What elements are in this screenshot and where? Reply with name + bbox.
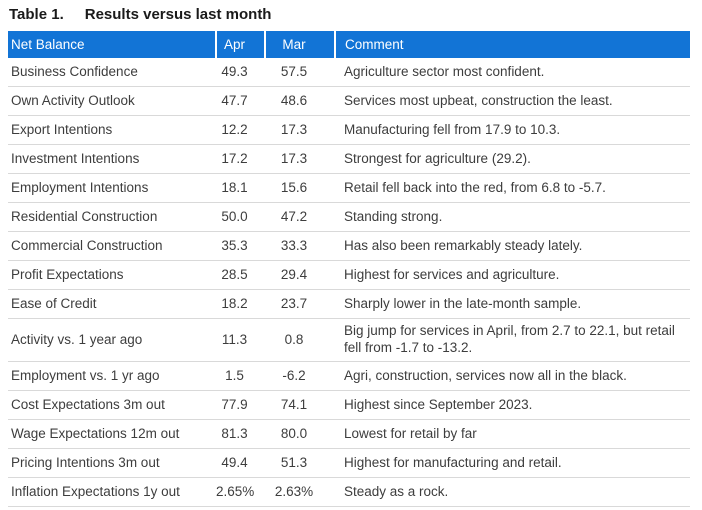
mar-value-cell: 74.1: [265, 390, 335, 420]
mar-value-cell: 15.6: [265, 173, 335, 203]
table-number: Table 1.: [9, 6, 64, 23]
apr-value-cell: 47.7: [216, 86, 265, 116]
table-row: Wage Expectations 12m out 81.3 80.0 Lowe…: [8, 419, 690, 449]
row-label-cell: Employment vs. 1 yr ago: [8, 361, 216, 391]
column-header-apr: Apr: [215, 31, 265, 58]
mar-value-cell: 17.3: [265, 115, 335, 145]
mar-value-cell: 47.2: [265, 202, 335, 232]
table-row: Export Intentions 12.2 17.3 Manufacturin…: [8, 115, 690, 145]
table-row: Profit Expectations 28.5 29.4 Highest fo…: [8, 260, 690, 290]
table-row: Pricing Intentions 3m out 49.4 51.3 High…: [8, 448, 690, 478]
comment-cell: Services most upbeat, construction the l…: [335, 86, 690, 116]
apr-value-cell: 35.3: [216, 231, 265, 261]
row-label-cell: Inflation Expectations 1y out: [8, 477, 216, 507]
row-label-cell: Activity vs. 1 year ago: [8, 318, 216, 362]
comment-cell: Standing strong.: [335, 202, 690, 232]
mar-value-cell: 0.8: [265, 318, 335, 362]
mar-value-cell: 80.0: [265, 419, 335, 449]
table-title: Table 1. Results versus last month: [0, 0, 702, 25]
row-label-cell: Business Confidence: [8, 58, 216, 87]
row-label-cell: Commercial Construction: [8, 231, 216, 261]
apr-value-cell: 49.4: [216, 448, 265, 478]
table-caption: Results versus last month: [84, 6, 272, 23]
table-row: Cost Expectations 3m out 77.9 74.1 Highe…: [8, 390, 690, 420]
comment-cell: Highest for services and agriculture.: [335, 260, 690, 290]
comment-cell: Has also been remarkably steady lately.: [335, 231, 690, 261]
column-header-mar: Mar: [264, 31, 335, 58]
column-header-comment: Comment: [334, 31, 690, 58]
table-row: Employment Intentions 18.1 15.6 Retail f…: [8, 173, 690, 203]
comment-cell: Strongest for agriculture (29.2).: [335, 144, 690, 174]
comment-cell: Agriculture sector most confident.: [335, 58, 690, 87]
apr-value-cell: 2.65%: [216, 477, 265, 507]
table-row: Investment Intentions 17.2 17.3 Stronges…: [8, 144, 690, 174]
table-row: Residential Construction 50.0 47.2 Stand…: [8, 202, 690, 232]
mar-value-cell: -6.2: [265, 361, 335, 391]
apr-value-cell: 50.0: [216, 202, 265, 232]
mar-value-cell: 29.4: [265, 260, 335, 290]
table-row: Employment vs. 1 yr ago 1.5 -6.2 Agri, c…: [8, 361, 690, 391]
table-row: Inflation Expectations 1y out 2.65% 2.63…: [8, 477, 690, 507]
apr-value-cell: 1.5: [216, 361, 265, 391]
comment-cell: Retail fell back into the red, from 6.8 …: [335, 173, 690, 203]
mar-value-cell: 17.3: [265, 144, 335, 174]
apr-value-cell: 81.3: [216, 419, 265, 449]
mar-value-cell: 23.7: [265, 289, 335, 319]
mar-value-cell: 48.6: [265, 86, 335, 116]
apr-value-cell: 28.5: [216, 260, 265, 290]
row-label-cell: Ease of Credit: [8, 289, 216, 319]
comment-cell: Steady as a rock.: [335, 477, 690, 507]
table-row: Business Confidence 49.3 57.5 Agricultur…: [8, 58, 690, 87]
apr-value-cell: 11.3: [216, 318, 265, 362]
row-label-cell: Investment Intentions: [8, 144, 216, 174]
apr-value-cell: 12.2: [216, 115, 265, 145]
table-row: Commercial Construction 35.3 33.3 Has al…: [8, 231, 690, 261]
row-label-cell: Employment Intentions: [8, 173, 216, 203]
results-table: Net Balance Apr Mar Comment Business Con…: [8, 31, 690, 507]
table-row: Own Activity Outlook 47.7 48.6 Services …: [8, 86, 690, 116]
mar-value-cell: 2.63%: [265, 477, 335, 507]
comment-cell: Big jump for services in April, from 2.7…: [335, 318, 690, 362]
mar-value-cell: 51.3: [265, 448, 335, 478]
apr-value-cell: 18.1: [216, 173, 265, 203]
comment-cell: Lowest for retail by far: [335, 419, 690, 449]
comment-cell: Sharply lower in the late-month sample.: [335, 289, 690, 319]
mar-value-cell: 33.3: [265, 231, 335, 261]
comment-cell: Highest for manufacturing and retail.: [335, 448, 690, 478]
column-header-net-balance: Net Balance: [8, 31, 216, 58]
row-label-cell: Profit Expectations: [8, 260, 216, 290]
header-row: Net Balance Apr Mar Comment: [8, 31, 690, 58]
row-label-cell: Pricing Intentions 3m out: [8, 448, 216, 478]
mar-value-cell: 57.5: [265, 58, 335, 87]
row-label-cell: Cost Expectations 3m out: [8, 390, 216, 420]
comment-cell: Manufacturing fell from 17.9 to 10.3.: [335, 115, 690, 145]
row-label-cell: Residential Construction: [8, 202, 216, 232]
table-row: Activity vs. 1 year ago 11.3 0.8 Big jum…: [8, 318, 690, 362]
table-row: Ease of Credit 18.2 23.7 Sharply lower i…: [8, 289, 690, 319]
row-label-cell: Own Activity Outlook: [8, 86, 216, 116]
apr-value-cell: 18.2: [216, 289, 265, 319]
apr-value-cell: 17.2: [216, 144, 265, 174]
apr-value-cell: 77.9: [216, 390, 265, 420]
apr-value-cell: 49.3: [216, 58, 265, 87]
comment-cell: Agri, construction, services now all in …: [335, 361, 690, 391]
row-label-cell: Wage Expectations 12m out: [8, 419, 216, 449]
row-label-cell: Export Intentions: [8, 115, 216, 145]
comment-cell: Highest since September 2023.: [335, 390, 690, 420]
